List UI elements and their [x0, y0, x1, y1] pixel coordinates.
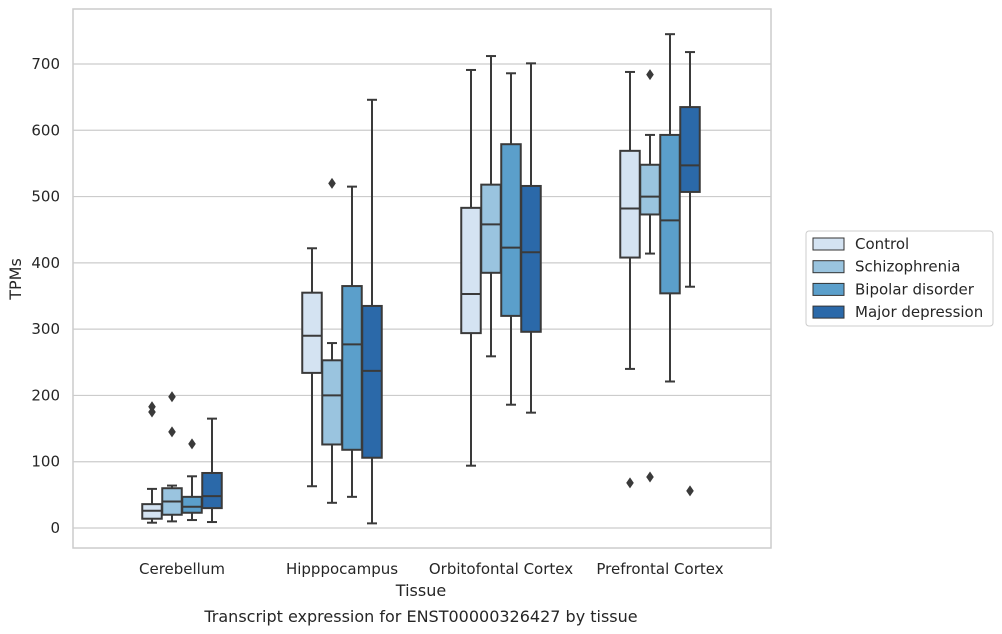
iqr-box [679, 106, 701, 193]
box-schizophrenia [639, 69, 661, 483]
box-bipolar-disorder [500, 72, 522, 406]
y-tick-label: 100 [31, 453, 60, 471]
y-tick-label: 600 [31, 121, 60, 139]
outlier-point [148, 401, 156, 413]
iqr-box [659, 133, 681, 295]
legend-label: Control [855, 235, 909, 253]
y-axis-label: TPMs [6, 258, 25, 301]
box-schizophrenia [480, 55, 502, 358]
x-tick-label: Orbitofontal Cortex [429, 560, 573, 578]
iqr-box [301, 291, 323, 374]
y-tick-label: 400 [31, 254, 60, 272]
legend-label: Schizophrenia [855, 258, 960, 276]
box-bipolar-disorder [659, 33, 681, 383]
y-tick-labels: 0 100 200 300 400 500 600 700 [31, 55, 60, 537]
y-tick-label: 300 [31, 320, 60, 338]
iqr-box [619, 149, 641, 259]
chart-caption: Transcript expression for ENST0000032642… [203, 607, 637, 626]
boxes [141, 33, 701, 525]
iqr-box [480, 183, 502, 274]
x-tick-label: Prefrontal Cortex [596, 560, 723, 578]
box-control [619, 70, 641, 489]
iqr-box [460, 206, 482, 335]
y-tick-label: 500 [31, 188, 60, 206]
iqr-box [321, 359, 343, 446]
outlier-point [626, 477, 634, 489]
plot-area [72, 8, 772, 549]
outlier-point [168, 426, 176, 438]
box-major-depression [520, 62, 542, 414]
box-major-depression [361, 98, 383, 525]
y-tick-label: 0 [50, 519, 60, 537]
outlier-point [686, 485, 694, 497]
x-tick-labels: Cerebellum Hipppocampus Orbitofontal Corte… [139, 560, 724, 578]
box-major-depression [679, 51, 701, 497]
outlier-point [646, 69, 654, 81]
iqr-box [201, 471, 223, 510]
iqr-box [361, 304, 383, 459]
x-axis-label: Tissue [395, 581, 446, 600]
box-control [141, 401, 163, 524]
legend-frame [805, 230, 994, 327]
box-control [460, 68, 482, 467]
iqr-box [181, 495, 203, 514]
box-bipolar-disorder [181, 438, 203, 522]
outlier-point [188, 438, 196, 450]
x-tick-label: Cerebellum [139, 560, 225, 578]
box-major-depression [201, 417, 223, 524]
iqr-box [500, 143, 522, 317]
x-tick-label: Hipppocampus [286, 560, 398, 578]
legend: Control Schizophrenia Bipolar disorder Majo… [805, 230, 994, 327]
iqr-box [520, 184, 542, 333]
iqr-box [341, 285, 363, 451]
y-tick-label: 700 [31, 55, 60, 73]
grid-lines [73, 63, 771, 529]
legend-swatch [812, 260, 845, 274]
legend-label: Major depression [855, 303, 983, 321]
outlier-point [328, 177, 336, 189]
iqr-box [639, 163, 661, 216]
legend-swatch [812, 282, 845, 296]
box-schizophrenia [321, 177, 343, 504]
legend-swatch [812, 305, 845, 319]
outlier-point [646, 471, 654, 483]
legend-swatch [812, 237, 845, 251]
box-bipolar-disorder [341, 185, 363, 498]
box-control [301, 247, 323, 488]
box-schizophrenia [161, 391, 183, 523]
legend-label: Bipolar disorder [855, 280, 975, 298]
outlier-point [168, 391, 176, 403]
y-tick-label: 200 [31, 386, 60, 404]
